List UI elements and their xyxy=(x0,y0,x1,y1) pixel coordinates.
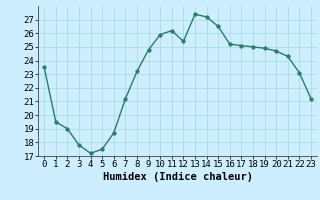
X-axis label: Humidex (Indice chaleur): Humidex (Indice chaleur) xyxy=(103,172,252,182)
